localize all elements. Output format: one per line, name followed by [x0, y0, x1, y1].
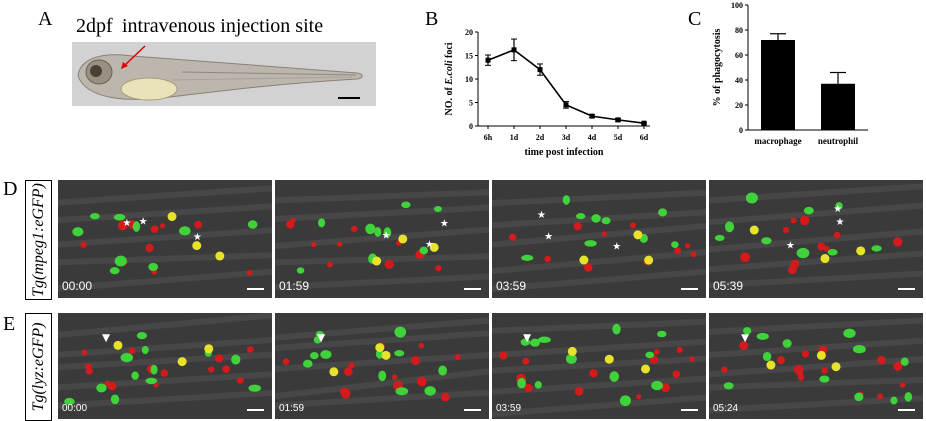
panel-a-stage: 2dpf: [76, 15, 113, 37]
fluorescent-cells: [709, 313, 923, 419]
panel-e-letter: E: [3, 313, 16, 335]
micrograph-d2: ★ ★ ★ 01:59: [275, 180, 489, 298]
fluorescent-cells: ★ ★ ★: [275, 180, 489, 298]
y-tick-label: 0: [469, 122, 473, 131]
zebrafish-larva-image: [72, 42, 376, 106]
panel-d-letter: D: [3, 178, 18, 200]
y-tick-label: 20: [735, 101, 743, 110]
svg-text:★: ★: [425, 239, 434, 250]
panel-a-caption: intravenous injection site: [122, 15, 324, 37]
scale-bar: [464, 409, 481, 411]
svg-text:★: ★: [537, 210, 546, 221]
y-tick-label: 20: [465, 28, 473, 37]
fluorescent-cells: [492, 313, 706, 419]
micrograph-e4: 05:24: [709, 313, 923, 419]
data-point: [563, 102, 569, 108]
bar-chart-phagocytosis: 0 20 40 60 80 100 macrophage neutrophil % of pha…: [712, 1, 868, 146]
x-tick-label: 5d: [614, 133, 623, 142]
y-axis-label: NO. of E.coli foci: [444, 42, 455, 115]
x-tick-label: neutrophil: [818, 136, 859, 146]
scale-bar: [464, 288, 481, 290]
data-point: [485, 57, 491, 63]
y-tick-label: 100: [731, 1, 743, 10]
panel-a-letter: A: [38, 8, 53, 30]
panel-b-letter: B: [425, 8, 439, 30]
y-tick-label: 0: [739, 126, 743, 135]
y-axis-label-suffix: foci: [444, 42, 455, 60]
scale-bar: [898, 409, 915, 411]
row-label-lyz: Tg(lyz:eGFP): [25, 313, 52, 421]
panel-c-letter: C: [688, 8, 702, 30]
micrograph-d4: ★ ★ ★ 05:39: [709, 180, 923, 298]
micrograph-e3: 03:59: [492, 313, 706, 419]
micrograph-d1: ★ ★ ★ 00:00: [58, 180, 272, 298]
micrograph-e1: 00:00: [58, 313, 272, 419]
scale-bar: [681, 288, 698, 290]
timestamp-e1: 00:00: [62, 403, 88, 414]
zebrafish-larva-drawing: [72, 42, 376, 106]
svg-text:★: ★: [139, 216, 148, 227]
svg-text:★: ★: [786, 241, 795, 252]
timestamp-d3: 03:59: [496, 279, 527, 293]
y-axis-label-prefix: NO. of: [444, 85, 455, 116]
fluorescent-cells: ★ ★ ★: [58, 180, 272, 298]
row-label-mpeg1: Tg(mpeg1:eGFP): [25, 180, 52, 300]
data-point: [615, 117, 621, 123]
svg-text:★: ★: [836, 217, 845, 228]
x-axis-label: time post infection: [525, 147, 604, 158]
svg-text:★: ★: [193, 232, 202, 243]
y-tick-label: 5: [469, 99, 473, 108]
svg-text:★: ★: [382, 231, 391, 242]
line-chart-ecoli-foci: 0 5 10 15 20 6h 1d 2d 3d 4d 5d 6d time post infectio…: [444, 28, 650, 158]
timestamp-e3: 03:59: [496, 403, 522, 414]
fluorescent-cells: ★ ★ ★: [709, 180, 923, 298]
micrograph-d3: ★ ★ ★ 03:59: [492, 180, 706, 298]
timestamp-e4: 05:24: [713, 403, 739, 414]
data-point: [641, 120, 647, 126]
y-tick-label: 40: [735, 76, 743, 85]
y-tick-label: 60: [735, 51, 743, 60]
svg-text:★: ★: [612, 241, 621, 252]
svg-text:★: ★: [833, 204, 842, 215]
bar-macrophage: [761, 40, 795, 130]
x-tick-label: 3d: [562, 133, 571, 142]
svg-text:★: ★: [440, 219, 449, 230]
timestamp-d2: 01:59: [279, 279, 310, 293]
svg-text:★: ★: [544, 231, 553, 242]
row-label-mpeg1-text: Tg(mpeg1:eGFP): [29, 183, 47, 297]
y-tick-label: 15: [465, 52, 473, 61]
data-point: [589, 113, 595, 119]
y-tick-label: 80: [735, 26, 743, 35]
data-point: [537, 67, 543, 73]
scale-bar: [247, 409, 264, 411]
x-tick-label: 6d: [640, 133, 649, 142]
y-axis-label-organism: E.coli: [444, 60, 455, 85]
x-tick-label: 2d: [536, 133, 545, 142]
scale-bar: [898, 288, 915, 290]
y-tick-label: 10: [465, 75, 473, 84]
fluorescent-cells: [58, 313, 272, 419]
fluorescent-cells: ★ ★ ★: [492, 180, 706, 298]
svg-text:★: ★: [122, 218, 131, 229]
y-axis-label: % of phagocytosis: [712, 29, 723, 107]
fluorescent-cells: [275, 313, 489, 419]
timestamp-d4: 05:39: [713, 279, 744, 293]
scale-bar: [681, 409, 698, 411]
micrograph-e2: 01:59: [275, 313, 489, 419]
scale-bar: [247, 288, 264, 290]
x-tick-label: 6h: [484, 133, 493, 142]
x-tick-label: 4d: [588, 133, 597, 142]
timestamp-d1: 00:00: [62, 279, 93, 293]
timestamp-e2: 01:59: [279, 403, 305, 414]
x-tick-label: macrophage: [754, 136, 801, 146]
row-label-lyz-text: Tg(lyz:eGFP): [29, 322, 47, 412]
bar-neutrophil: [821, 83, 855, 130]
x-tick-label: 1d: [510, 133, 519, 142]
data-point: [511, 47, 517, 53]
